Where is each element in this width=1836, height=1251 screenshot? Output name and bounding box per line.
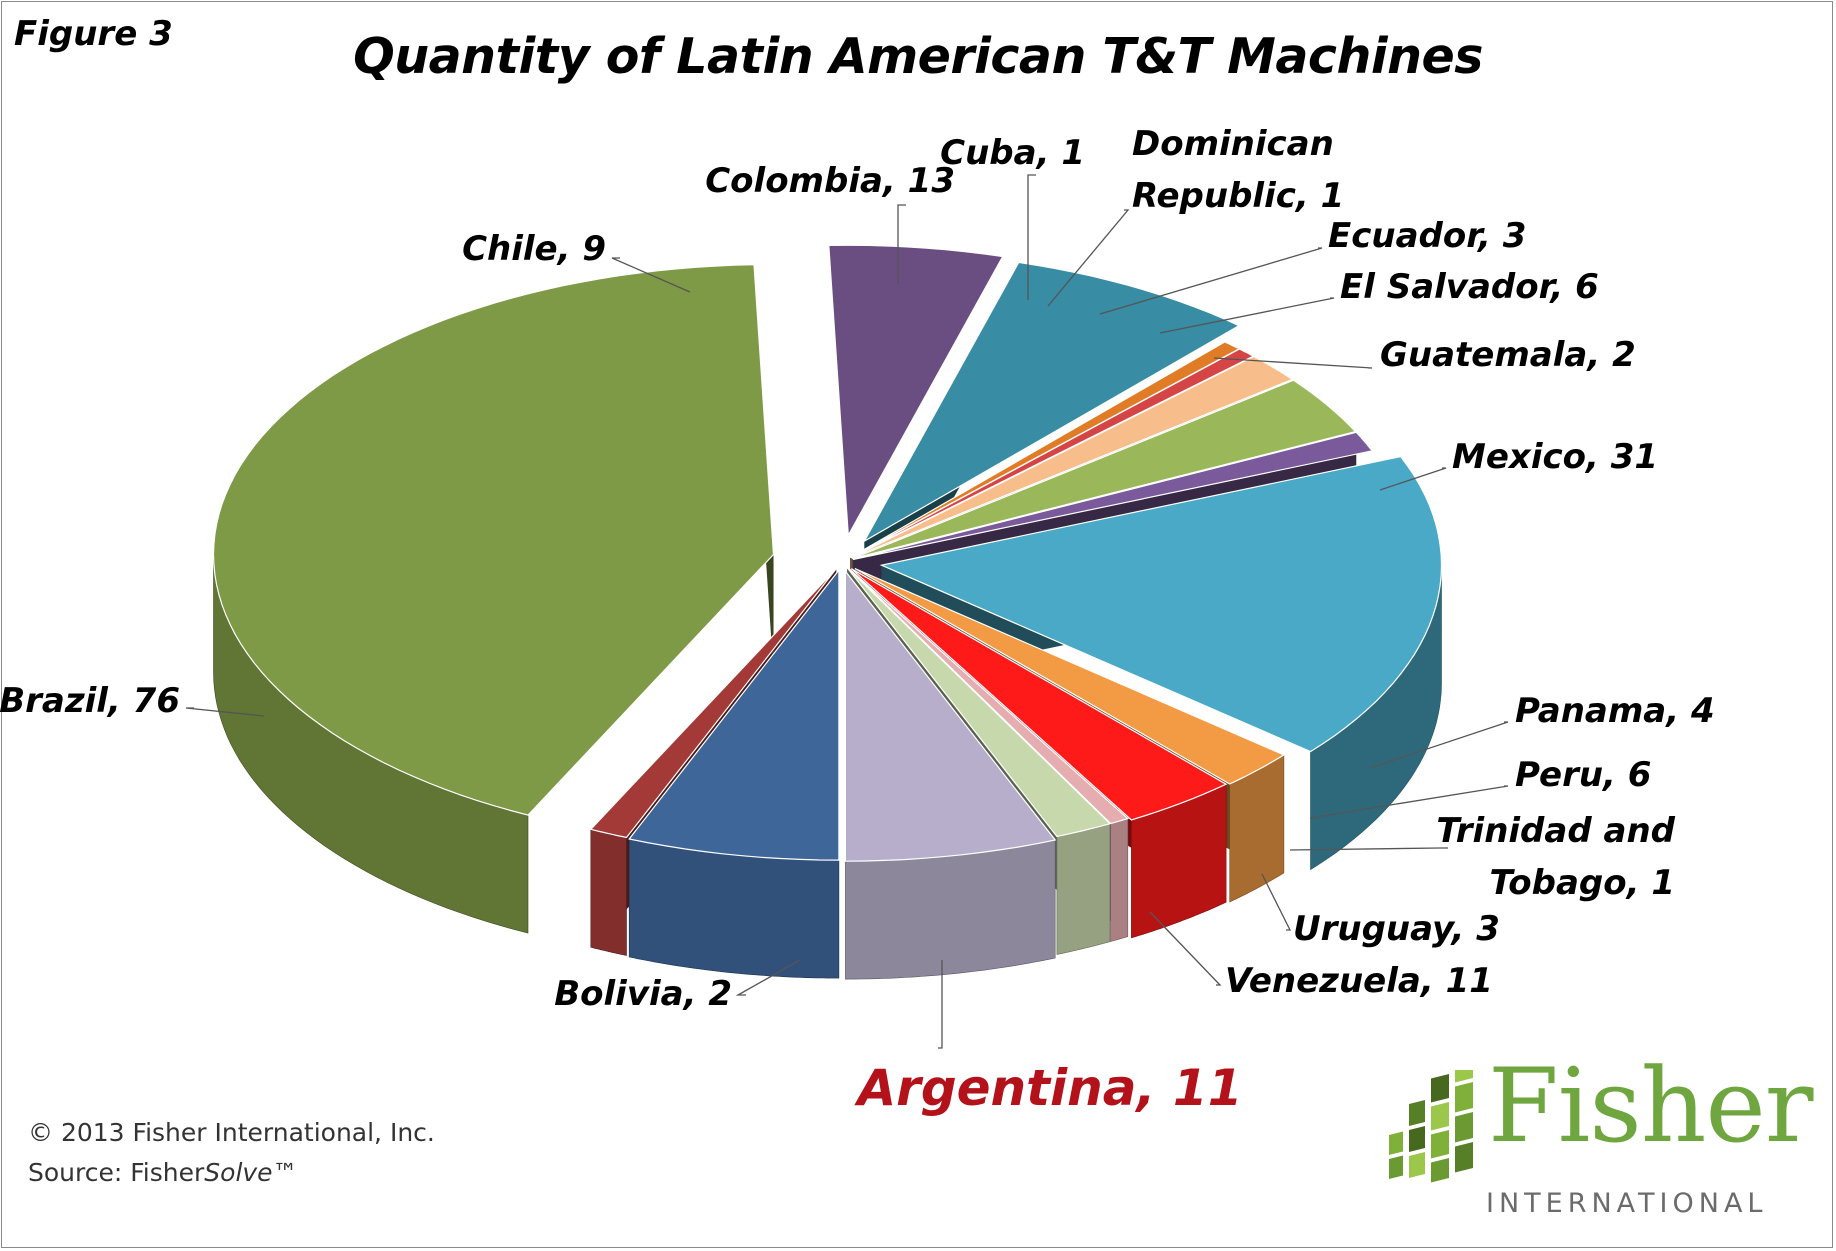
leader-line-ecuador xyxy=(1099,247,1323,315)
leader-line-bolivia xyxy=(735,959,801,996)
leader-line-cuba xyxy=(1027,174,1036,300)
pie-slice-el-salvador xyxy=(851,379,1357,560)
label-uruguay: Uruguay, 3 xyxy=(1293,909,1500,949)
pie-slice-brazil xyxy=(212,263,775,816)
label-el-salvador: El Salvador, 6 xyxy=(1340,267,1599,307)
leader-line-mexico xyxy=(1379,467,1447,491)
pie-slice-argentina xyxy=(628,568,840,861)
label-ecuador: Ecuador, 3 xyxy=(1328,216,1526,256)
logo-wordmark: Fisher xyxy=(1488,1047,1814,1166)
pie-slice-bolivia xyxy=(589,568,837,839)
label-colombia: Colombia, 13 xyxy=(705,161,955,201)
chart-title: Quantity of Latin American T&T Machines xyxy=(353,28,1483,85)
logo-subtitle: INTERNATIONAL xyxy=(1486,1188,1768,1219)
label-brazil: Brazil, 76 xyxy=(0,681,180,721)
leader-line-trinidad-and-tobago xyxy=(1289,847,1448,851)
logo-cell xyxy=(1389,1155,1403,1180)
source-text: Source: FisherSolve™ xyxy=(28,1158,298,1187)
pie-tops xyxy=(212,244,1443,862)
logo-cell xyxy=(1431,1158,1449,1183)
leader-line-panama xyxy=(1369,721,1509,769)
leader-line-argentina xyxy=(938,960,943,1049)
copyright-text: © 2013 Fisher International, Inc. xyxy=(28,1118,435,1147)
pie-slice-peru xyxy=(850,568,1228,821)
logo-cell xyxy=(1409,1126,1425,1153)
logo-cell xyxy=(1455,1112,1473,1143)
label-mexico: Mexico, 31 xyxy=(1452,437,1658,477)
pie-slice-cuba xyxy=(849,341,1241,559)
pie-side-bolivia xyxy=(590,828,627,956)
label-trinidad-and-tobago: Trinidad and Tobago, 1 xyxy=(1436,811,1675,903)
pie-slice-trinidad-and-tobago xyxy=(847,566,1130,825)
logo-cell xyxy=(1431,1102,1449,1131)
pie-slice-venezuela xyxy=(844,569,1057,862)
label-venezuela: Venezuela, 11 xyxy=(1225,961,1493,1001)
pie-slice-colombia xyxy=(862,261,1241,543)
label-guatemala: Guatemala, 2 xyxy=(1380,335,1636,375)
logo-cell xyxy=(1389,1131,1403,1156)
leader-line-brazil xyxy=(185,707,265,717)
label-bolivia: Bolivia, 2 xyxy=(554,974,732,1014)
leader-line-guatemala xyxy=(1213,357,1373,369)
figure-label: Figure 3 xyxy=(14,14,173,54)
label-cuba: Cuba, 1 xyxy=(940,133,1085,173)
label-peru: Peru, 6 xyxy=(1515,755,1651,795)
pie-labels: Argentina, 11 Bolivia, 2 Brazil, 76 Chile, … xyxy=(0,124,1715,1117)
pie-slice-mexico xyxy=(879,455,1443,753)
source-suffix: ™ xyxy=(272,1158,298,1187)
pie-slice-panama xyxy=(854,567,1286,785)
logo-cell xyxy=(1455,1070,1473,1083)
pie-slice-dominican-republic xyxy=(850,348,1255,559)
leader-line-el-salvador xyxy=(1159,297,1335,334)
pie-side-uruguay xyxy=(1056,823,1111,955)
source-italic: Solve xyxy=(204,1158,273,1187)
pie-side-trinidad-and-tobago xyxy=(1110,818,1129,942)
logo-cell xyxy=(1431,1130,1449,1159)
label-argentina: Argentina, 11 xyxy=(853,1059,1242,1117)
leader-line-uruguay xyxy=(1261,873,1292,931)
pie-slice-ecuador xyxy=(850,355,1294,559)
pie-slice-chile xyxy=(828,244,1004,538)
logo-cell xyxy=(1455,1082,1473,1113)
source-prefix: Source: Fisher xyxy=(28,1158,205,1187)
leader-line-chile xyxy=(611,257,691,293)
logo-cell xyxy=(1409,1152,1425,1179)
pie-slice-guatemala xyxy=(852,431,1374,561)
fisher-logo-mark xyxy=(1389,1070,1473,1183)
pie-leader-lines xyxy=(185,174,1509,1049)
leader-line-peru xyxy=(1309,785,1509,819)
leader-line-venezuela xyxy=(1149,911,1222,986)
label-panama: Panama, 4 xyxy=(1515,691,1715,731)
pie-slice-uruguay xyxy=(846,567,1112,838)
leader-line-colombia xyxy=(897,204,906,284)
logo-cell xyxy=(1409,1100,1425,1127)
logo-cell xyxy=(1455,1142,1473,1173)
label-dominican-republic: Dominican Republic, 1 xyxy=(1132,124,1344,216)
logo-cell xyxy=(1431,1074,1449,1103)
label-chile: Chile, 9 xyxy=(462,229,606,269)
leader-line-dominican-republic xyxy=(1047,209,1130,307)
